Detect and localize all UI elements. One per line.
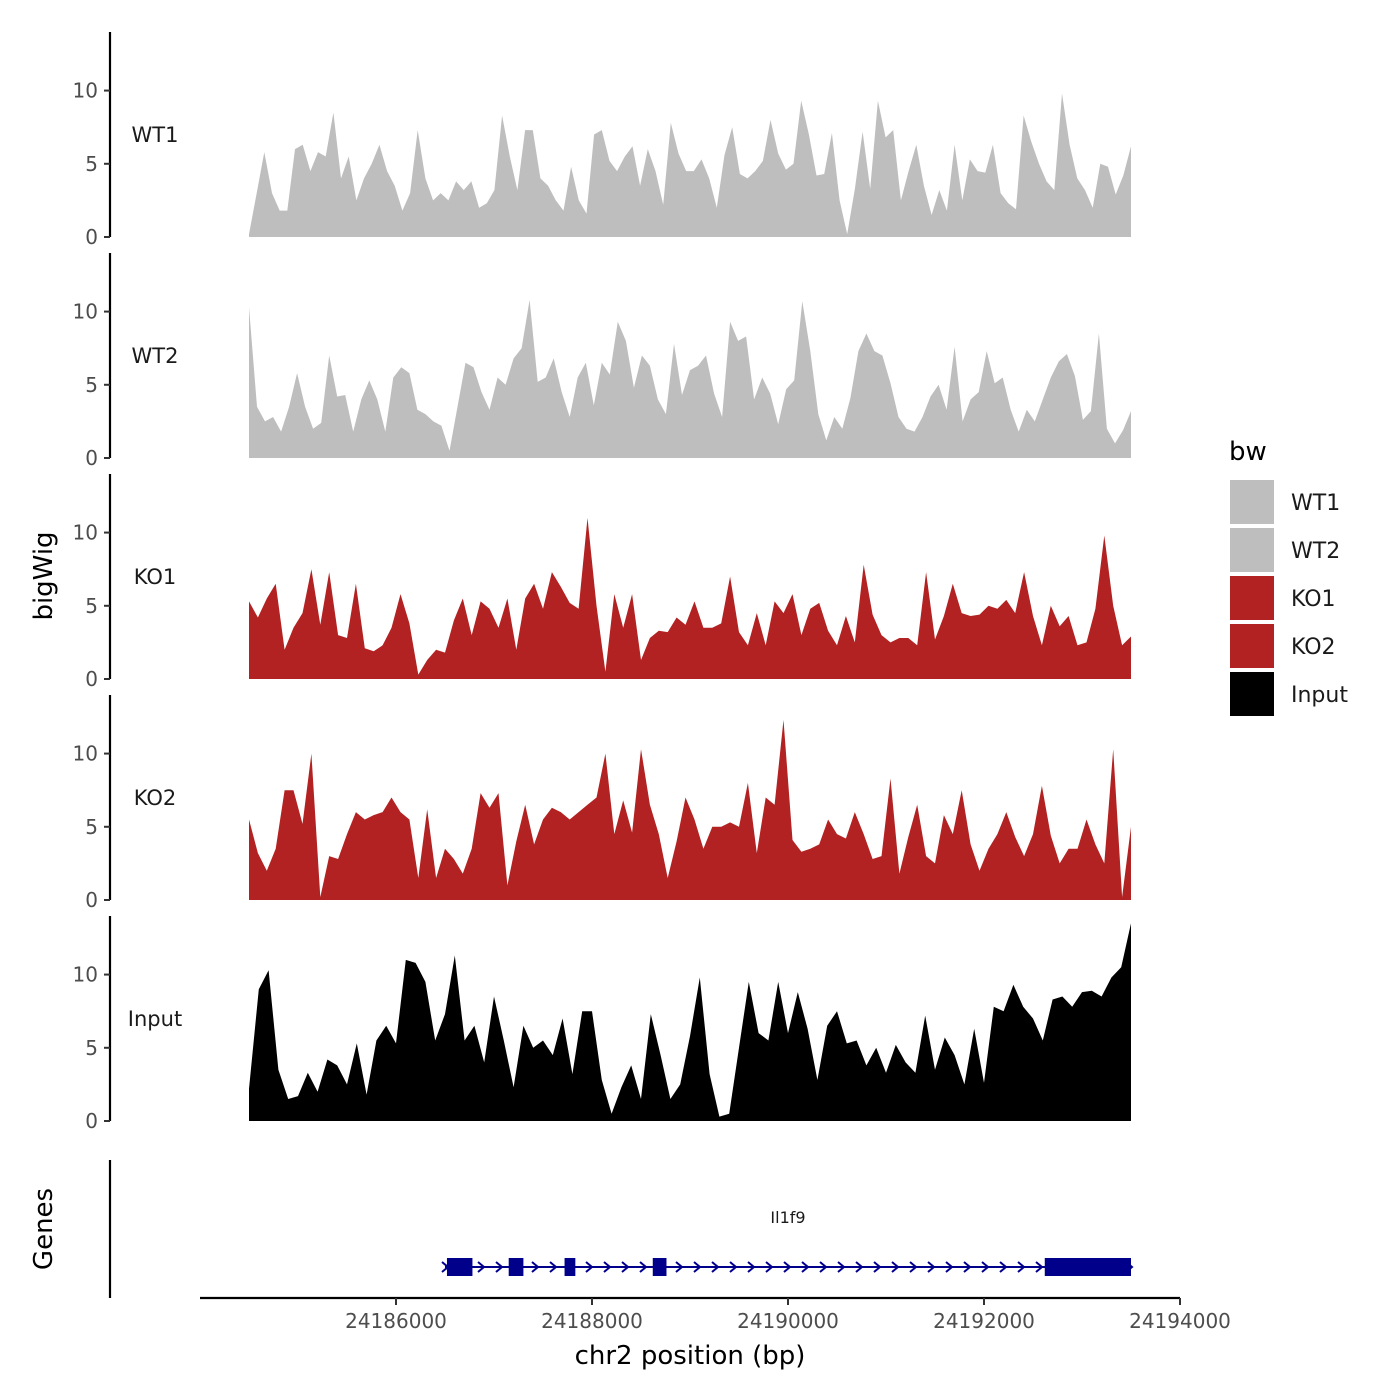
x-tick-label: 24188000 xyxy=(541,1309,643,1333)
strand-arrow xyxy=(1017,1261,1026,1273)
legend-title: bw xyxy=(1229,437,1267,467)
strand-arrow xyxy=(855,1261,864,1273)
y-tick-label: 5 xyxy=(85,152,98,176)
gene-exon xyxy=(564,1258,576,1276)
gene-exon xyxy=(508,1258,524,1276)
strand-arrow xyxy=(693,1261,702,1273)
gene-exon xyxy=(652,1258,667,1276)
strand-arrow xyxy=(873,1261,882,1273)
track-wt1: 0 5 10 WT1 xyxy=(73,32,1131,249)
legend: bw WT1 WT2 KO1 KO2 Input xyxy=(1229,437,1348,716)
legend-label-wt2: WT2 xyxy=(1291,539,1340,564)
track-ko2: 0 5 10 KO2 xyxy=(73,695,1131,912)
strand-arrow xyxy=(963,1261,972,1273)
y-tick-label: 5 xyxy=(85,373,98,397)
strand-arrow xyxy=(819,1261,828,1273)
strand-arrow xyxy=(981,1261,990,1273)
legend-swatch-wt1 xyxy=(1230,480,1274,524)
y-tick-label: 0 xyxy=(85,667,98,691)
track-label: KO2 xyxy=(134,786,177,810)
y-tick-label: 10 xyxy=(73,963,98,987)
strand-arrow xyxy=(783,1261,792,1273)
legend-label-ko2: KO2 xyxy=(1291,635,1336,660)
strand-arrow xyxy=(891,1261,900,1273)
strand-arrow xyxy=(711,1261,720,1273)
track-ko1: 0 5 10 KO1 xyxy=(73,474,1131,691)
strand-arrow xyxy=(747,1261,756,1273)
strand-arrow xyxy=(603,1261,612,1273)
x-axis: 24186000 24188000 24190000 24192000 24194000 xyxy=(200,1296,1231,1333)
area-wt2 xyxy=(249,299,1131,458)
genes-axis-title: Genes xyxy=(29,1188,59,1270)
y-tick-label: 0 xyxy=(85,888,98,912)
area-input xyxy=(249,923,1131,1121)
area-ko2 xyxy=(249,719,1131,900)
track-input: 0 5 10 Input xyxy=(73,916,1131,1133)
x-tick-label: 24190000 xyxy=(737,1309,839,1333)
gene-exon xyxy=(1044,1258,1131,1276)
y-tick-label: 0 xyxy=(85,446,98,470)
strand-arrow xyxy=(639,1261,648,1273)
strand-arrow xyxy=(621,1261,630,1273)
y-tick-label: 0 xyxy=(85,225,98,249)
y-tick-label: 10 xyxy=(73,79,98,103)
strand-arrow xyxy=(675,1261,684,1273)
x-tick-label: 24186000 xyxy=(345,1309,447,1333)
gene-panel: Il1f9 xyxy=(108,1160,1134,1298)
strand-arrow xyxy=(585,1261,594,1273)
area-wt1 xyxy=(249,93,1131,237)
legend-label-wt1: WT1 xyxy=(1291,491,1340,516)
legend-swatch-wt2 xyxy=(1230,528,1274,572)
y-tick-label: 5 xyxy=(85,594,98,618)
x-axis-title: chr2 position (bp) xyxy=(575,1341,806,1371)
y-tick-label: 10 xyxy=(73,742,98,766)
track-label: WT1 xyxy=(132,123,179,147)
y-axis-title: bigWig xyxy=(29,531,59,620)
legend-swatch-input xyxy=(1230,672,1274,716)
gene-name: Il1f9 xyxy=(770,1208,805,1227)
track-wt2: 0 5 10 WT2 xyxy=(73,253,1131,470)
y-tick-label: 10 xyxy=(73,521,98,545)
legend-swatch-ko2 xyxy=(1230,624,1274,668)
x-tick-label: 24192000 xyxy=(933,1309,1035,1333)
y-tick-label: 5 xyxy=(85,815,98,839)
track-label: Input xyxy=(128,1007,182,1031)
strand-arrow xyxy=(1035,1261,1044,1273)
strand-arrow xyxy=(495,1261,504,1273)
strand-arrow xyxy=(837,1261,846,1273)
track-label: KO1 xyxy=(134,565,177,589)
strand-arrow xyxy=(477,1261,486,1273)
y-tick-label: 5 xyxy=(85,1036,98,1060)
strand-arrow xyxy=(945,1261,954,1273)
strand-arrow xyxy=(549,1261,558,1273)
strand-arrow xyxy=(531,1261,540,1273)
strand-arrow xyxy=(909,1261,918,1273)
y-tick-label: 0 xyxy=(85,1109,98,1133)
legend-label-ko1: KO1 xyxy=(1291,587,1336,612)
legend-label-input: Input xyxy=(1291,683,1348,708)
gene-exon xyxy=(446,1258,473,1276)
bigwig-tracks: 0 5 10 WT1 0 5 10 WT2 0 5 10 KO1 0 5 10 KO2 0 5 10 Input xyxy=(73,32,1131,1133)
strand-arrow xyxy=(927,1261,936,1273)
area-ko1 xyxy=(249,517,1131,679)
strand-arrow xyxy=(999,1261,1008,1273)
strand-arrow xyxy=(729,1261,738,1273)
track-label: WT2 xyxy=(132,344,179,368)
strand-arrow xyxy=(765,1261,774,1273)
y-tick-label: 10 xyxy=(73,300,98,324)
legend-swatch-ko1 xyxy=(1230,576,1274,620)
x-tick-label: 24194000 xyxy=(1129,1309,1231,1333)
strand-arrow xyxy=(801,1261,810,1273)
